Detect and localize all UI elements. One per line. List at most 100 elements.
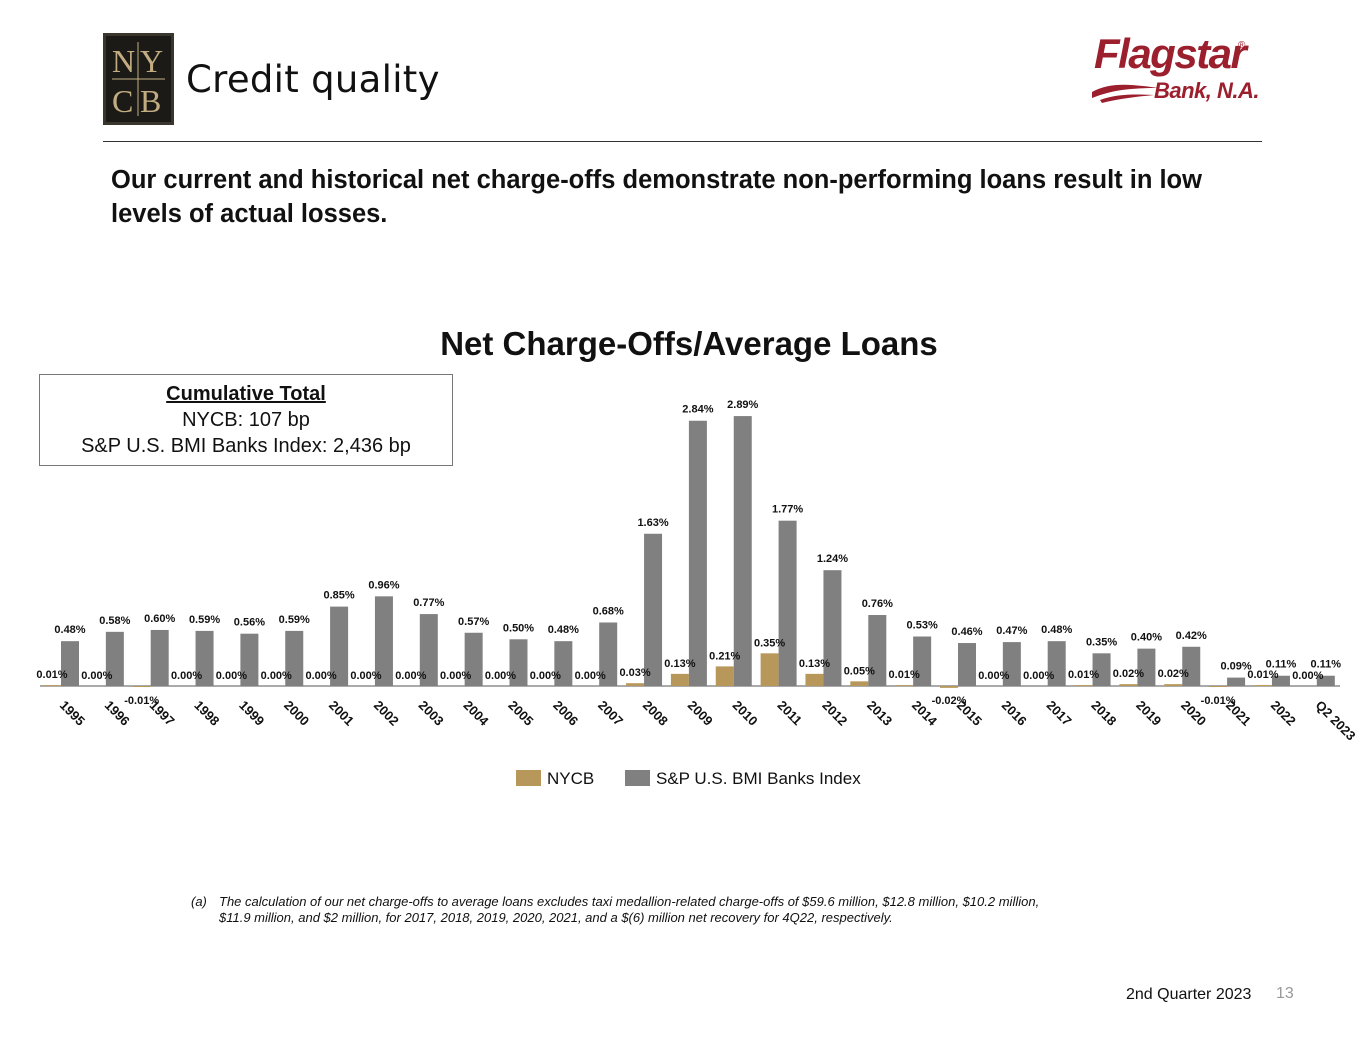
- chart-title: Net Charge-Offs/Average Loans: [440, 325, 938, 362]
- bar-nycb: [1074, 685, 1093, 687]
- data-label-index: 0.09%: [1220, 661, 1251, 673]
- page-title: Credit quality: [186, 58, 440, 101]
- x-tick-label: 1995: [57, 698, 88, 729]
- x-tick-label: 2007: [595, 698, 626, 729]
- data-label-nycb: 0.00%: [305, 670, 336, 682]
- nycb-logo: N Y C B: [103, 33, 174, 125]
- data-label-nycb: 0.01%: [889, 669, 920, 681]
- data-label-nycb: 0.00%: [440, 670, 471, 682]
- data-label-nycb: 0.35%: [754, 637, 785, 649]
- bar-index: [1092, 653, 1111, 686]
- data-label-nycb: 0.00%: [1023, 670, 1054, 682]
- data-label-index: 0.35%: [1086, 636, 1117, 648]
- x-tick-label: 2021: [1223, 698, 1254, 729]
- cumulative-nycb: NYCB: 107 bp: [182, 409, 310, 431]
- bar-index: [778, 520, 797, 686]
- data-label-nycb: 0.21%: [709, 650, 740, 662]
- data-label-nycb: 0.00%: [350, 670, 381, 682]
- data-label-nycb: 0.00%: [530, 670, 561, 682]
- x-tick-label: 2016: [999, 698, 1030, 729]
- chart-legend: NYCB S&P U.S. BMI Banks Index: [516, 769, 887, 789]
- bar-index: [1316, 675, 1335, 686]
- x-tick-label: 2003: [416, 698, 447, 729]
- x-tick-label: 1997: [147, 698, 178, 729]
- brand-reg: ®: [1238, 40, 1246, 51]
- cumulative-heading: Cumulative Total: [166, 383, 326, 405]
- bar-index: [868, 615, 887, 686]
- x-tick-label: 2000: [281, 698, 312, 729]
- bar-index: [374, 596, 393, 686]
- bar-nycb: [940, 686, 958, 688]
- x-tick-label: 2019: [1133, 698, 1164, 729]
- legend-item-nycb: NYCB: [516, 769, 594, 789]
- x-tick-label: 2001: [326, 698, 357, 729]
- data-label-index: 2.84%: [682, 404, 713, 416]
- data-label-nycb: 0.01%: [36, 669, 67, 681]
- x-tick-label: 2017: [1044, 698, 1075, 729]
- bar-index: [509, 639, 528, 686]
- data-label-nycb: 0.13%: [664, 658, 695, 670]
- headline: Our current and historical net charge-of…: [111, 166, 1202, 228]
- legend-swatch-nycb: [516, 770, 541, 786]
- bar-nycb: [43, 685, 61, 687]
- cumulative-index: S&P U.S. BMI Banks Index: 2,436 bp: [81, 435, 411, 457]
- data-label-nycb: 0.00%: [1292, 670, 1323, 682]
- data-label-nycb: 0.02%: [1113, 668, 1144, 680]
- x-tick-label: 2018: [1088, 698, 1119, 729]
- data-label-nycb: 0.01%: [1247, 669, 1278, 681]
- data-label-nycb: 0.00%: [171, 670, 202, 682]
- data-label-nycb: -0.02%: [932, 695, 967, 707]
- bar-index: [554, 641, 573, 686]
- data-label-nycb: 0.03%: [619, 667, 650, 679]
- bar-index: [688, 420, 707, 686]
- data-label-index: 0.68%: [593, 605, 624, 617]
- data-label-nycb: 0.00%: [81, 670, 112, 682]
- flagstar-logo: Flagstar ® Bank, N.A.: [1088, 30, 1268, 110]
- bar-index: [913, 636, 932, 686]
- legend-label-index: S&P U.S. BMI Banks Index: [655, 769, 861, 788]
- data-label-nycb: 0.05%: [844, 665, 875, 677]
- logo-letter: B: [140, 83, 161, 119]
- x-tick-label: 2015: [954, 698, 985, 729]
- bar-nycb: [805, 673, 824, 686]
- bar-index: [1182, 646, 1201, 686]
- data-label-nycb: 0.00%: [978, 670, 1009, 682]
- bar-nycb: [715, 666, 734, 686]
- x-tick-label: 2022: [1268, 698, 1299, 729]
- x-tick-label: 2013: [864, 698, 895, 729]
- logo-letter: C: [112, 83, 133, 119]
- bar-index: [330, 606, 349, 686]
- bar-index: [285, 630, 304, 686]
- data-label-index: 0.53%: [907, 619, 938, 631]
- bar-index: [1002, 642, 1021, 686]
- data-label-index: 0.58%: [99, 615, 130, 627]
- bar-index: [644, 533, 663, 686]
- data-label-index: 0.57%: [458, 616, 489, 628]
- data-label-nycb: 0.00%: [395, 670, 426, 682]
- footnote-mark: (a): [191, 894, 207, 909]
- data-label-index: 0.50%: [503, 622, 534, 634]
- data-label-index: 0.40%: [1131, 632, 1162, 644]
- footer-quarter: 2nd Quarter 2023: [1126, 986, 1252, 1003]
- bar-index: [419, 614, 438, 686]
- bar-index: [150, 629, 169, 686]
- bar-index: [733, 416, 752, 686]
- data-label-nycb: 0.13%: [799, 658, 830, 670]
- data-label-index: 1.77%: [772, 504, 803, 516]
- bar-nycb: [1119, 684, 1138, 686]
- bar-index: [599, 622, 618, 686]
- x-tick-label: 2006: [550, 698, 581, 729]
- x-tick-label: 2008: [640, 698, 671, 729]
- data-label-index: 0.48%: [548, 624, 579, 636]
- bar-nycb: [895, 685, 914, 687]
- bar-nycb: [670, 673, 689, 686]
- footnote: (a) The calculation of our net charge-of…: [191, 894, 1071, 926]
- x-tick-label: 1998: [191, 698, 222, 729]
- data-label-index: 1.24%: [817, 553, 848, 565]
- bar-index: [823, 570, 842, 686]
- data-label-index: 0.48%: [54, 624, 85, 636]
- data-label-nycb: -0.01%: [124, 695, 159, 707]
- x-tick-label: Q2 2023: [1313, 698, 1359, 744]
- bar-index: [1047, 641, 1066, 686]
- x-tick-label: 2002: [371, 698, 402, 729]
